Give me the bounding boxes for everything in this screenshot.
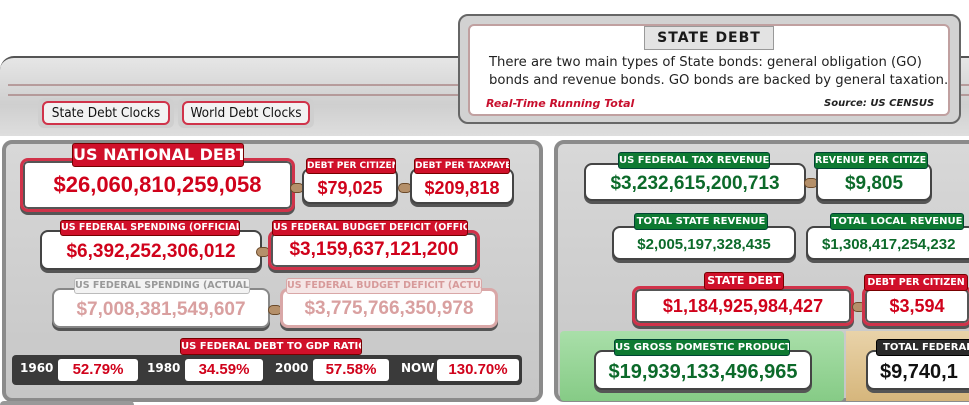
federal-tax-revenue-label: US FEDERAL TAX REVENUE	[618, 152, 770, 169]
state-debt-per-citizen-label: DEBT PER CITIZEN	[864, 274, 968, 291]
budget-deficit-actual-counter[interactable]: $3,775,766,350,978	[280, 288, 498, 328]
budget-deficit-actual-label: US FEDERAL BUDGET DEFICIT (ACTUAL)	[286, 278, 482, 294]
gdp-label: US GROSS DOMESTIC PRODUCT	[614, 339, 790, 356]
federal-tax-revenue-counter[interactable]: $3,232,615,200,713	[584, 163, 806, 201]
total-federal-counter[interactable]: $9,740,1	[866, 350, 969, 390]
tab-world-debt-clocks[interactable]: World Debt Clocks	[182, 101, 310, 125]
total-local-revenue-counter[interactable]: $1,308,417,254,232	[806, 226, 969, 260]
info-text-line: There are two main types of State bonds:…	[489, 55, 922, 70]
tab-world-debt-clocks-wrap: World Debt Clocks	[178, 98, 314, 128]
ratio-year-2000: 2000	[275, 361, 309, 375]
revenue-per-citizen-label: REVENUE PER CITIZEN	[814, 152, 928, 169]
ratio-year-1960: 1960	[20, 361, 54, 375]
gdp-counter[interactable]: $19,939,133,496,965	[594, 350, 812, 390]
state-debt-counter[interactable]: $1,184,925,984,427	[632, 286, 854, 326]
debt-to-gdp-label: US FEDERAL DEBT TO GDP RATIO	[180, 338, 362, 355]
ratio-year-1980: 1980	[147, 361, 181, 375]
budget-deficit-official-counter[interactable]: $3,159,637,121,200	[268, 230, 480, 270]
total-federal-label: TOTAL FEDERAL/S	[876, 339, 969, 356]
state-debt-label: STATE DEBT	[704, 272, 784, 290]
info-card-title: STATE DEBT	[644, 26, 774, 50]
budget-deficit-official-label: US FEDERAL BUDGET DEFICIT (OFFICIAL)	[272, 220, 468, 236]
debt-per-taxpayer-label: DEBT PER TAXPAYER	[414, 158, 510, 174]
national-debt-label: US NATIONAL DEBT	[72, 143, 244, 167]
bottom-tab-edge	[0, 401, 134, 405]
tab-state-debt-clocks[interactable]: State Debt Clocks	[42, 101, 170, 125]
source-note: Source: US CENSUS	[824, 98, 935, 109]
info-text-line: bonds and revenue bonds. GO bonds are ba…	[489, 73, 949, 88]
federal-spending-official-counter[interactable]: $6,392,252,306,012	[40, 230, 262, 270]
ratio-value-now[interactable]: 130.70%	[437, 359, 519, 381]
debt-per-citizen-label: DEBT PER CITIZEN	[306, 158, 396, 174]
tab-state-debt-clocks-wrap: State Debt Clocks	[38, 98, 174, 128]
ratio-value-1980[interactable]: 34.59%	[185, 359, 263, 381]
ratio-year-now: NOW	[401, 361, 435, 375]
total-state-revenue-counter[interactable]: $2,005,197,328,435	[612, 226, 796, 260]
federal-spending-official-label: US FEDERAL SPENDING (OFFICIAL)	[60, 220, 240, 236]
federal-spending-actual-label: US FEDERAL SPENDING (ACTUAL)	[74, 278, 250, 294]
total-state-revenue-label: TOTAL STATE REVENUE	[634, 213, 768, 230]
running-total-note: Real-Time Running Total	[486, 97, 635, 110]
state-debt-per-citizen-counter[interactable]: $3,594	[862, 286, 969, 326]
ratio-value-1960[interactable]: 52.79%	[58, 359, 138, 381]
revenue-per-citizen-counter[interactable]: $9,805	[816, 163, 932, 201]
federal-spending-actual-counter[interactable]: $7,008,381,549,607	[52, 288, 270, 328]
ratio-value-2000[interactable]: 57.58%	[313, 359, 389, 381]
total-local-revenue-label: TOTAL LOCAL REVENUE	[830, 213, 964, 230]
